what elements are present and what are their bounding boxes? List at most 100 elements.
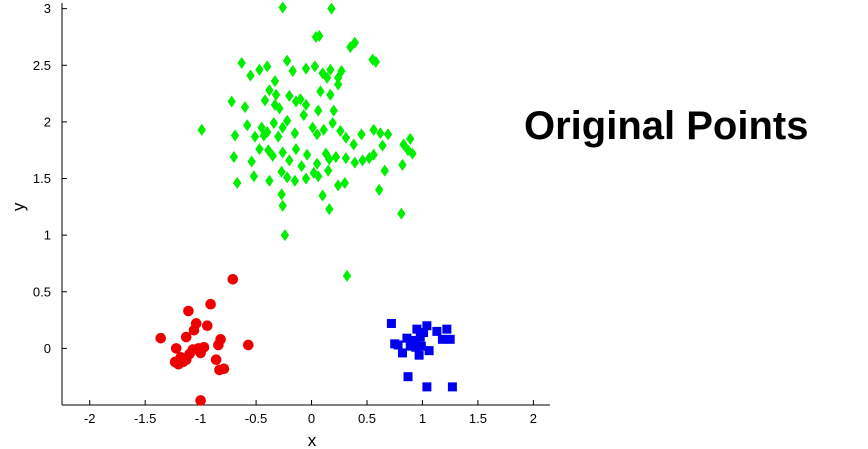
diamond-point <box>246 69 255 82</box>
diamond-point <box>326 88 335 101</box>
diamond-point <box>282 54 292 67</box>
diamond-point <box>358 154 367 167</box>
x-tick-label: 1 <box>419 411 426 426</box>
square-point <box>411 342 421 352</box>
diamond-point <box>322 71 332 84</box>
diamond-point <box>331 151 341 164</box>
diamond-point <box>277 165 286 178</box>
diamond-point <box>271 88 281 101</box>
diamond-point <box>290 174 300 187</box>
square-point <box>414 350 424 360</box>
diamond-point <box>318 189 327 202</box>
diamond-point <box>368 53 377 66</box>
axes: -2 -1.5 -1 -0.5 0 0.5 1 1.5 2 0 0.5 1 1.5 2 2.5 3 <box>33 1 550 426</box>
diamond-point <box>262 60 272 73</box>
y-tick-label: 1 <box>44 228 51 243</box>
y-tick-label: 3 <box>44 1 51 16</box>
circle-point <box>188 324 200 336</box>
x-tick-label: 2 <box>530 411 537 426</box>
y-tick-label: 2 <box>44 114 51 129</box>
diamond-point <box>301 62 311 75</box>
diamond-point <box>282 171 292 184</box>
diamond-point <box>280 229 290 242</box>
diamond-point <box>227 95 236 108</box>
diamond-point <box>380 164 389 177</box>
diamond-point <box>278 146 287 159</box>
diamond-point <box>340 177 350 190</box>
circle-point <box>205 298 216 310</box>
x-axis-label: x <box>308 431 317 449</box>
diamond-point <box>230 129 240 142</box>
diamond-point <box>312 157 322 170</box>
diamond-point <box>277 188 286 201</box>
y-tick-label: 0.5 <box>33 284 51 299</box>
diamond-point <box>406 132 415 145</box>
square-point <box>432 326 442 336</box>
diamond-point <box>255 63 264 76</box>
diamond-point <box>247 155 256 168</box>
y-axis-label: y <box>9 202 28 211</box>
diamond-point <box>333 78 343 91</box>
diamond-point <box>333 71 343 84</box>
diamond-point <box>342 269 352 282</box>
square-point <box>405 341 415 351</box>
circle-point <box>195 347 206 359</box>
square-point <box>403 372 413 382</box>
diamond-point <box>257 121 266 134</box>
diamond-point <box>290 127 300 140</box>
circle-point <box>214 364 225 376</box>
diamond-point <box>269 117 279 130</box>
square-point <box>447 382 457 392</box>
square-point <box>445 334 455 344</box>
diamond-point <box>285 89 294 102</box>
circle-point <box>195 395 206 406</box>
square-point <box>397 348 407 358</box>
diamond-point <box>278 1 287 14</box>
square-point <box>410 335 420 345</box>
diamond-point <box>274 130 283 143</box>
diamond-point <box>323 164 333 177</box>
square-point <box>437 334 447 344</box>
diamond-point <box>333 179 343 192</box>
chart-title: Original Points <box>524 104 809 148</box>
square-point <box>442 324 452 334</box>
diamond-point <box>408 147 417 160</box>
circle-point <box>227 274 239 285</box>
circle-point <box>183 305 194 317</box>
diamond-point <box>268 149 277 162</box>
diamond-point <box>229 151 239 164</box>
diamond-point <box>233 177 242 190</box>
diamond-point <box>282 114 292 127</box>
diamond-point <box>375 183 384 196</box>
diamond-point <box>314 170 323 183</box>
diamond-point <box>378 139 387 152</box>
diamond-point <box>285 154 294 167</box>
diamond-point <box>325 203 334 216</box>
x-tick-label: 0 <box>308 411 315 426</box>
diamond-point <box>265 84 274 97</box>
square-point <box>393 340 403 350</box>
y-tick-label: 1.5 <box>33 171 51 186</box>
diamond-point <box>308 121 317 134</box>
diamond-point <box>336 124 345 137</box>
square-point <box>419 328 429 338</box>
diamond-point <box>197 123 206 136</box>
diamond-point <box>249 170 259 183</box>
diamond-point <box>299 109 308 122</box>
circle-point <box>201 320 213 332</box>
diamond-point <box>325 153 334 166</box>
circle-point <box>170 343 182 354</box>
y-tick-label: 0 <box>44 341 51 356</box>
diamond-point <box>319 123 328 136</box>
y-tick-label: 2.5 <box>33 58 51 73</box>
diamond-point <box>371 55 381 68</box>
diamond-point <box>329 104 338 117</box>
x-tick-label: -0.5 <box>245 411 267 426</box>
diamond-point <box>326 63 335 76</box>
diamond-point <box>288 64 297 77</box>
square-point <box>386 318 396 328</box>
x-tick-label: -1 <box>195 411 207 426</box>
data-points <box>155 1 457 406</box>
diamond-point <box>357 128 366 141</box>
